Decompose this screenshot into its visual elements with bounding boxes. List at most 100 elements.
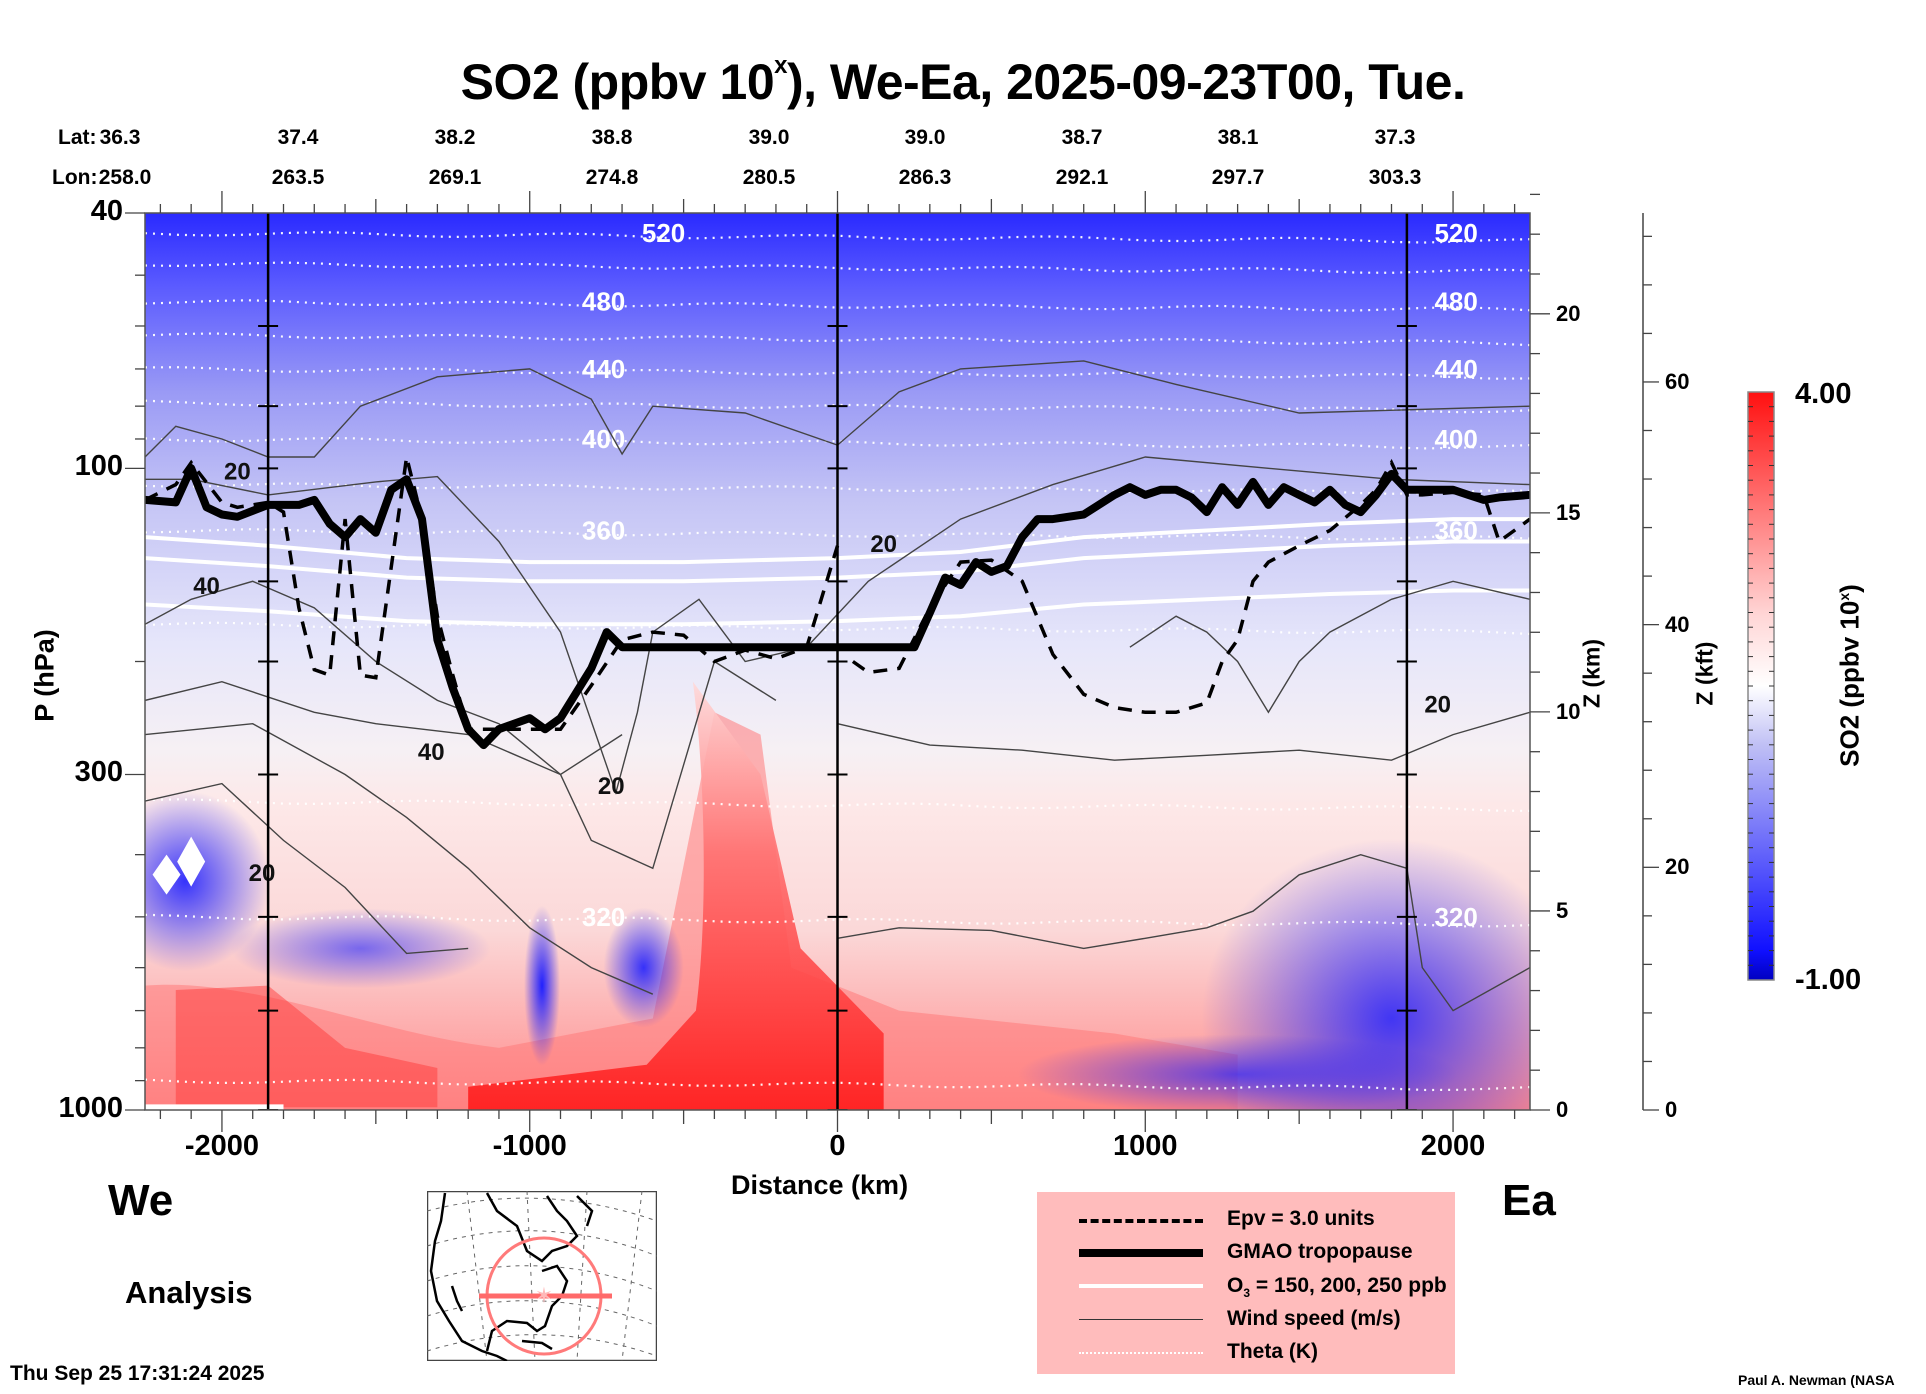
legend-item-wind: Wind speed (m/s) xyxy=(1037,1305,1455,1335)
so2-low-east-surface xyxy=(1017,1034,1458,1110)
so2-low-mid xyxy=(230,908,491,989)
below-ground-west xyxy=(145,1104,284,1110)
theta-label: 520 xyxy=(1434,218,1477,248)
lat-value: 38.7 xyxy=(1061,126,1103,149)
legend-swatch-white xyxy=(1079,1284,1203,1288)
so2-boundary-layer xyxy=(145,712,1238,1110)
legend-swatch-thick xyxy=(1079,1249,1203,1257)
zkm-tick-label: 15 xyxy=(1556,499,1581,525)
legend-item-epv: Epv = 3.0 units xyxy=(1037,1205,1455,1235)
lon-label: Lon: xyxy=(52,166,98,189)
legend-swatch-dotted xyxy=(1079,1352,1203,1354)
colorbar-label: SO2 (ppbv 10x) xyxy=(1834,584,1865,767)
lat-values: 36.3 37.4 38.2 38.8 39.0 39.0 38.7 38.1 37.3 xyxy=(0,126,1926,150)
lon-value: 286.3 xyxy=(898,166,952,189)
theta-label: 480 xyxy=(1434,287,1477,317)
wind-contour xyxy=(145,580,777,870)
wind-label: 20 xyxy=(598,773,625,800)
theta-label: 320 xyxy=(582,902,625,932)
direction-west-label: We xyxy=(108,1176,174,1225)
theta-label: 480 xyxy=(582,287,625,317)
theta-label: 360 xyxy=(582,516,625,546)
missing-cells xyxy=(152,836,206,895)
so2-low-west xyxy=(145,791,270,972)
x-axis-label: Distance (km) xyxy=(731,1170,909,1200)
lon-value: 274.8 xyxy=(585,166,639,189)
zkft-tick-label: 20 xyxy=(1665,854,1690,880)
lat-value: 36.3 xyxy=(99,126,141,149)
zkm-axis-label: Z (km) xyxy=(1578,639,1605,708)
map-frame xyxy=(427,1191,657,1361)
lat-value: 37.3 xyxy=(1374,126,1416,149)
so2-field xyxy=(145,213,1530,1110)
colorbar xyxy=(1747,391,1775,981)
theta-label: 440 xyxy=(582,354,625,384)
legend-swatch-thin xyxy=(1079,1319,1203,1320)
wind-label: 20 xyxy=(224,458,251,485)
lat-value: 39.0 xyxy=(904,126,946,149)
legend-item-tropopause: GMAO tropopause xyxy=(1037,1238,1455,1268)
direction-east-label: Ea xyxy=(1502,1176,1556,1225)
p-tick-label: 100 xyxy=(74,450,123,483)
wind-label: 20 xyxy=(1424,691,1451,718)
timestamp: Thu Sep 25 17:31:24 2025 xyxy=(10,1362,265,1385)
map-center-star: ✶ xyxy=(535,1283,553,1308)
map-coastlines xyxy=(429,1192,594,1361)
zkm-tick-label: 5 xyxy=(1556,897,1569,923)
lat-value: 37.4 xyxy=(277,126,319,149)
locator-map: ✶ xyxy=(427,1191,657,1361)
map-graticule xyxy=(427,1191,657,1361)
legend-item-theta: Theta (K) xyxy=(1037,1338,1455,1368)
so2-west-surface xyxy=(175,985,438,1108)
zkm-tick-label: 10 xyxy=(1556,698,1581,724)
zkft-tick-label: 60 xyxy=(1665,368,1690,394)
zkft-axis-label: Z (kft) xyxy=(1691,641,1718,706)
wind-label: 40 xyxy=(193,573,220,600)
so2-plume xyxy=(468,681,884,1110)
lon-value: 292.1 xyxy=(1055,166,1109,189)
wind-contour xyxy=(837,711,1530,761)
wind-label: 20 xyxy=(249,860,276,887)
lat-value: 38.8 xyxy=(591,126,633,149)
colorbar-max-label: 4.00 xyxy=(1795,378,1852,410)
credit: Paul A. Newman (NASA xyxy=(1738,1372,1895,1388)
theta-label: 400 xyxy=(582,424,625,454)
theta-label: 400 xyxy=(1434,424,1477,454)
lon-value: 258.0 xyxy=(98,166,152,189)
epv-contour xyxy=(851,458,1530,715)
zkm-tick-label: 20 xyxy=(1556,300,1581,326)
x-tick-label: 2000 xyxy=(1420,1130,1486,1162)
x-tick-label: 1000 xyxy=(1113,1130,1178,1162)
zkm-tick-label: 0 xyxy=(1556,1097,1569,1122)
theta-label: 520 xyxy=(642,218,685,248)
y-axis-label: P (hPa) xyxy=(29,629,60,722)
wind-contour xyxy=(145,680,623,776)
lat-value: 38.1 xyxy=(1217,126,1259,149)
lon-value: 269.1 xyxy=(428,166,482,189)
so2-low-east xyxy=(1201,838,1530,1110)
axes xyxy=(125,191,1659,1132)
theta-label: 440 xyxy=(1434,354,1477,384)
lon-values: 258.0 263.5 269.1 274.8 280.5 286.3 292.1 297.7… xyxy=(0,166,1926,190)
analysis-label: Analysis xyxy=(125,1275,253,1310)
theta-label: 320 xyxy=(1434,902,1477,932)
chart-title: SO2 (ppbv 10x), We-Ea, 2025-09-23T00, Tu… xyxy=(460,52,1466,110)
wind-contour xyxy=(1129,580,1530,714)
legend-swatch-dashed xyxy=(1079,1219,1203,1223)
ozone-contour-150 xyxy=(145,517,1530,565)
wind-contour xyxy=(145,782,469,955)
x-tick-label: -1000 xyxy=(492,1130,567,1162)
wind-label: 20 xyxy=(870,531,897,558)
lat-value: 39.0 xyxy=(748,126,790,149)
x-tick-label: 0 xyxy=(829,1130,846,1162)
lat-label: Lat: xyxy=(58,126,97,149)
legend: Epv = 3.0 units GMAO tropopause O3 = 150… xyxy=(1037,1192,1455,1374)
lon-value: 263.5 xyxy=(271,166,325,189)
wind-contour xyxy=(837,853,1530,1012)
p-tick-label: 1000 xyxy=(58,1092,123,1124)
zkft-tick-label: 0 xyxy=(1665,1097,1678,1122)
so2-low-streak xyxy=(524,905,561,1066)
legend-item-ozone: O3 = 150, 200, 250 ppb xyxy=(1037,1272,1455,1302)
